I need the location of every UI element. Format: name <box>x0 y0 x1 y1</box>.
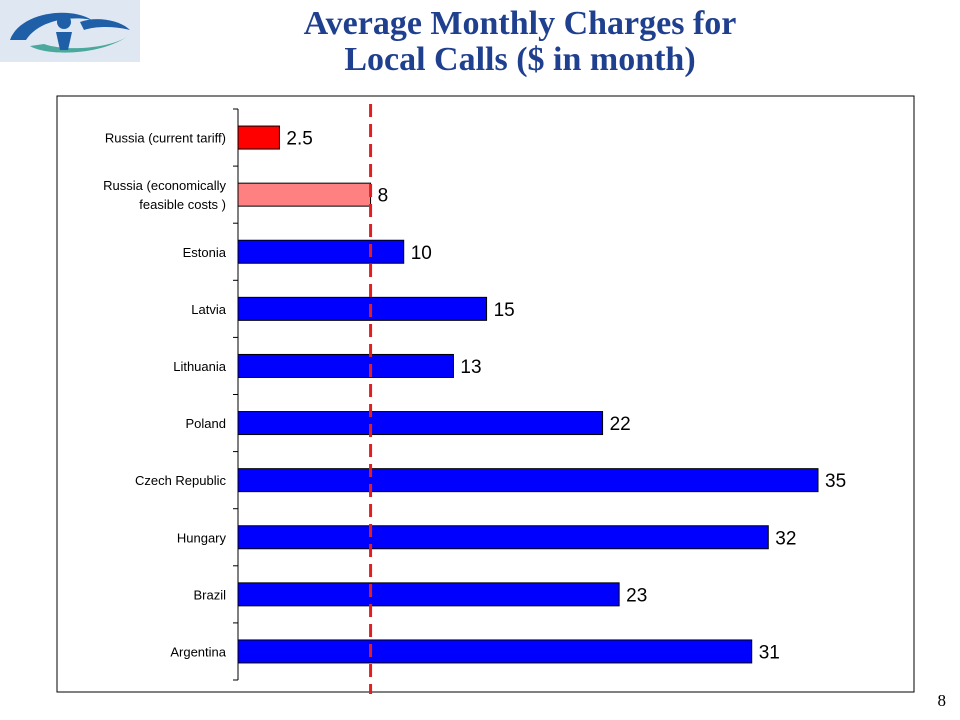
category-label-line: feasible costs ) <box>139 197 226 212</box>
data-label: 15 <box>494 300 515 321</box>
category-label-line: Czech Republic <box>135 473 227 488</box>
data-label: 35 <box>825 471 846 492</box>
category-label-line: Argentina <box>170 644 226 659</box>
category-label: Poland <box>186 416 226 431</box>
data-label: 2.5 <box>286 129 312 150</box>
title-line-1: Average Monthly Charges for <box>303 5 737 42</box>
bar <box>237 639 753 664</box>
page-number: 8 <box>937 691 947 710</box>
category-label: Russia (economically feasible costs ) <box>103 178 226 212</box>
data-label: 13 <box>460 357 481 378</box>
bar <box>237 353 454 378</box>
category-label: Latvia <box>191 302 226 317</box>
category-label-line: Estonia <box>183 245 227 260</box>
category-label-line: Hungary <box>177 530 227 545</box>
category-label: Hungary <box>177 530 227 545</box>
category-label-line: Brazil <box>193 587 226 602</box>
bar <box>237 411 604 436</box>
bar <box>237 468 819 493</box>
category-label-line: Russia (economically <box>103 178 226 193</box>
bar <box>237 239 405 264</box>
category-label: Russia (current tariff) <box>105 131 226 146</box>
category-label: Brazil <box>193 587 226 602</box>
data-label: 8 <box>378 186 389 207</box>
plot-frame <box>56 95 915 693</box>
bar <box>237 125 280 150</box>
data-label: 23 <box>626 585 647 606</box>
category-label: Argentina <box>170 644 226 659</box>
title-line-2: Local Calls ($ in month) <box>344 41 696 78</box>
bar <box>237 582 620 607</box>
data-label: 32 <box>775 528 796 549</box>
data-label: 10 <box>411 243 432 264</box>
page-title: Average Monthly Charges for Local Calls … <box>180 6 860 78</box>
data-label: 22 <box>610 414 631 435</box>
category-label-line: Lithuania <box>173 359 227 374</box>
category-label: Estonia <box>183 245 227 260</box>
category-label-line: Russia (current tariff) <box>105 131 226 146</box>
category-label-line: Poland <box>186 416 226 431</box>
category-label: Czech Republic <box>135 473 227 488</box>
category-label: Lithuania <box>173 359 227 374</box>
bar <box>237 182 372 207</box>
data-label: 31 <box>759 642 780 663</box>
bar <box>237 296 488 321</box>
organization-logo <box>0 0 140 62</box>
bar <box>237 525 769 550</box>
category-label-line: Latvia <box>191 302 226 317</box>
